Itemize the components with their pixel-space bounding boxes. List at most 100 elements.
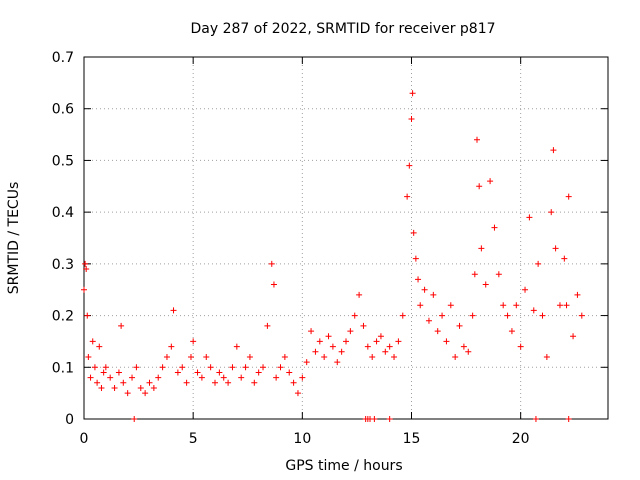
data-point-marker xyxy=(212,379,218,386)
data-point-marker xyxy=(96,343,103,350)
data-point-marker xyxy=(81,286,87,293)
data-point-marker xyxy=(421,286,428,293)
data-point-marker xyxy=(120,379,127,386)
data-point-marker xyxy=(242,364,249,371)
x-tick-labels: 0 5 10 15 20 xyxy=(80,431,530,447)
data-point-marker xyxy=(150,384,157,391)
data-point-marker xyxy=(124,390,131,397)
data-point-marker xyxy=(404,193,411,200)
data-point-marker xyxy=(321,353,328,360)
data-point-marker xyxy=(530,307,537,314)
data-point-marker xyxy=(504,312,511,319)
data-point-marker xyxy=(508,328,515,335)
data-point-marker xyxy=(115,369,122,376)
y-axis-label: SRMTID / TECUs xyxy=(6,182,22,295)
data-point-marker xyxy=(312,348,319,355)
data-point-marker xyxy=(220,374,227,381)
data-point-marker xyxy=(255,369,262,376)
plot-frame xyxy=(83,56,609,420)
data-point-marker xyxy=(550,147,557,154)
data-point-marker xyxy=(174,369,181,376)
data-point-marker xyxy=(565,193,572,200)
data-point-marker xyxy=(281,353,288,360)
data-point-marker xyxy=(526,214,533,221)
data-point-marker xyxy=(251,379,258,386)
y-tick-label: 0.2 xyxy=(52,309,74,325)
data-point-marker xyxy=(338,348,345,355)
data-point-marker xyxy=(356,291,363,298)
y-tick-labels: 0 0.1 0.2 0.3 0.4 0.5 0.6 0.7 xyxy=(52,50,74,428)
data-point-marker xyxy=(155,374,162,381)
data-point-marker xyxy=(83,266,90,273)
data-point-marker xyxy=(168,343,175,350)
data-point-marker xyxy=(163,353,170,360)
data-point-marker xyxy=(517,343,524,350)
data-point-marker xyxy=(478,245,485,252)
data-point-marker xyxy=(434,328,441,335)
data-point-marker xyxy=(159,364,166,371)
data-point-marker xyxy=(408,116,415,123)
data-point-marker xyxy=(471,271,478,278)
x-tick-label: 5 xyxy=(189,431,198,447)
data-point-marker xyxy=(133,364,140,371)
data-point-marker xyxy=(290,379,297,386)
data-point-marker xyxy=(574,291,581,298)
data-point-marker xyxy=(329,343,336,350)
data-point-marker xyxy=(260,364,267,371)
data-point-marker xyxy=(406,162,413,169)
data-point-marker xyxy=(360,322,367,329)
data-point-marker xyxy=(391,353,398,360)
data-point-marker xyxy=(316,338,323,345)
data-point-marker xyxy=(107,374,114,381)
data-point-marker xyxy=(129,374,136,381)
data-point-marker xyxy=(238,374,245,381)
data-point-marker xyxy=(273,374,280,381)
data-point-marker xyxy=(299,374,306,381)
data-point-marker xyxy=(386,416,393,422)
y-tick-label: 0.3 xyxy=(52,257,74,273)
data-point-marker xyxy=(277,364,284,371)
grid xyxy=(84,57,608,419)
data-point-marker xyxy=(102,364,109,371)
data-point-marker xyxy=(535,260,542,267)
y-tick-label: 0.7 xyxy=(52,50,74,66)
y-tick-label: 0 xyxy=(65,412,74,428)
data-point-marker xyxy=(198,374,205,381)
data-point-marker xyxy=(447,302,454,309)
data-point-marker xyxy=(377,333,384,340)
data-point-marker xyxy=(465,348,472,355)
data-point-marker xyxy=(118,322,125,329)
data-point-marker xyxy=(369,353,376,360)
data-point-marker xyxy=(229,364,236,371)
data-point-marker xyxy=(203,353,210,360)
data-point-marker xyxy=(270,281,277,288)
data-point-marker xyxy=(308,328,315,335)
data-point-marker xyxy=(87,374,94,381)
data-point-marker xyxy=(415,276,422,283)
data-point-marker xyxy=(364,343,371,350)
y-tick-label: 0.1 xyxy=(52,360,74,376)
data-point-marker xyxy=(373,338,380,345)
data-point-marker xyxy=(570,333,577,340)
data-point-marker xyxy=(146,379,153,386)
data-point-marker xyxy=(85,353,92,360)
data-point-marker xyxy=(264,322,271,329)
y-tick-label: 0.5 xyxy=(52,153,74,169)
data-point-marker xyxy=(190,338,197,345)
data-point-marker xyxy=(561,255,568,262)
data-point-marker xyxy=(347,328,354,335)
data-point-marker xyxy=(522,286,529,293)
x-tick-label: 0 xyxy=(80,431,89,447)
data-point-marker xyxy=(563,302,570,309)
data-point-marker xyxy=(343,338,349,345)
data-point-marker xyxy=(303,359,310,366)
data-point-marker xyxy=(98,384,105,391)
data-point-marker xyxy=(452,353,459,360)
x-tick-label: 10 xyxy=(293,431,311,447)
data-point-marker xyxy=(371,416,378,422)
data-point-marker xyxy=(417,302,424,309)
data-point-marker xyxy=(532,416,539,422)
data-point-marker xyxy=(194,369,201,376)
data-point-marker xyxy=(539,312,546,319)
data-point-marker xyxy=(395,338,402,345)
